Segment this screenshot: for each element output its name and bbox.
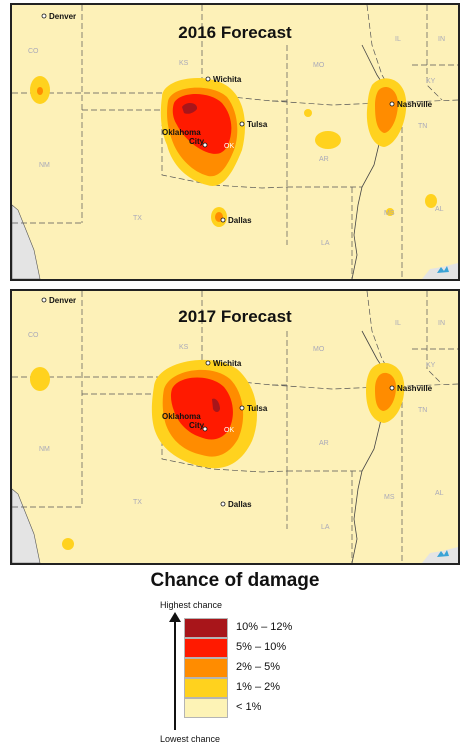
forecast-map-2017: CO KS MO IL IN KY TN NM TX AR LA MS AL O… bbox=[10, 289, 460, 565]
state-label-la: LA bbox=[321, 240, 330, 247]
state-label-mo: MO bbox=[313, 62, 325, 69]
legend-label: < 1% bbox=[236, 701, 262, 713]
state-label-ms: MS bbox=[384, 494, 395, 501]
state-label-il: IL bbox=[395, 320, 401, 327]
state-label-ok: OK bbox=[224, 427, 234, 434]
legend-swatch bbox=[184, 638, 228, 658]
city-label-denver: Denver bbox=[49, 296, 76, 305]
state-label-al: AL bbox=[435, 490, 444, 497]
legend-swatch bbox=[184, 658, 228, 678]
hazard-zone-small bbox=[304, 109, 312, 117]
state-label-tn: TN bbox=[418, 407, 427, 414]
water-feature bbox=[437, 266, 449, 273]
legend-axis-bottom-label: Lowest chance bbox=[160, 734, 221, 744]
city-label-oklahoma: Oklahoma bbox=[162, 412, 201, 421]
legend-label: 2% – 5% bbox=[236, 661, 281, 673]
city-label-dallas: Dallas bbox=[228, 500, 252, 509]
city-label-oklahoma: Oklahoma bbox=[162, 128, 201, 137]
state-label-nm: NM bbox=[39, 446, 50, 453]
city-label-tulsa: Tulsa bbox=[247, 120, 268, 129]
state-label-tx: TX bbox=[133, 499, 142, 506]
map-title-2017: 2017 Forecast bbox=[178, 307, 292, 326]
legend-axis-top-label: Highest chance bbox=[160, 600, 223, 610]
legend-label: 5% – 10% bbox=[236, 641, 287, 653]
state-label-tn: TN bbox=[418, 123, 427, 130]
city-markers bbox=[41, 13, 395, 223]
state-label-in: IN bbox=[438, 320, 445, 327]
state-label-ks: KS bbox=[179, 60, 189, 67]
city-label-denver: Denver bbox=[49, 12, 76, 21]
state-label-tx: TX bbox=[133, 215, 142, 222]
city-label-nashville: Nashville bbox=[397, 100, 433, 109]
ocean-area bbox=[12, 204, 41, 279]
legend-heading: Chance of damage bbox=[150, 570, 320, 591]
state-label-il: IL bbox=[395, 36, 401, 43]
state-label-mo: MO bbox=[313, 346, 325, 353]
hazard-zone-alabama bbox=[425, 194, 437, 208]
state-label-ky: KY bbox=[426, 78, 436, 85]
legend-swatch bbox=[184, 678, 228, 698]
arrow-up-icon bbox=[169, 612, 181, 622]
state-label-ms: MS bbox=[384, 210, 395, 217]
legend-swatch bbox=[184, 698, 228, 718]
legend-label: 1% – 2% bbox=[236, 681, 281, 693]
hazard-zone-new-madrid bbox=[366, 78, 407, 147]
hazard-zone-dallas bbox=[211, 207, 227, 227]
state-label-co: CO bbox=[28, 48, 39, 55]
city-label-city: City bbox=[189, 421, 205, 430]
state-label-al: AL bbox=[435, 206, 444, 213]
water-feature bbox=[437, 550, 449, 557]
hazard-zone-southwest bbox=[62, 538, 74, 550]
hazard-zone-arkansas bbox=[315, 131, 341, 149]
map-canvas-2017: CO KS MO IL IN KY TN NM TX AR LA MS AL O… bbox=[12, 291, 458, 563]
map-title-2016: 2016 Forecast bbox=[178, 23, 292, 42]
state-label-ok: OK bbox=[224, 143, 234, 150]
city-label-wichita: Wichita bbox=[213, 359, 242, 368]
ocean-area bbox=[12, 488, 41, 563]
state-borders bbox=[12, 5, 458, 279]
legend-swatch bbox=[184, 618, 228, 638]
hazard-zone-colorado bbox=[30, 76, 50, 104]
hazard-zone-colorado bbox=[30, 367, 50, 391]
state-label-ks: KS bbox=[179, 344, 189, 351]
state-label-in: IN bbox=[438, 36, 445, 43]
city-label-nashville: Nashville bbox=[397, 384, 433, 393]
map-canvas-2016: CO KS MO IL IN KY TN NM TX AR LA MS AL O… bbox=[12, 5, 458, 279]
state-label-ky: KY bbox=[426, 362, 436, 369]
forecast-map-2016: CO KS MO IL IN KY TN NM TX AR LA MS AL O… bbox=[10, 3, 460, 281]
city-label-wichita: Wichita bbox=[213, 75, 242, 84]
state-label-la: LA bbox=[321, 524, 330, 531]
state-label-nm: NM bbox=[39, 162, 50, 169]
state-label-co: CO bbox=[28, 332, 39, 339]
hazard-zone-oklahoma bbox=[151, 359, 257, 469]
hazard-zone-oklahoma bbox=[160, 78, 245, 186]
city-markers bbox=[41, 297, 395, 507]
hazard-zone-new-madrid bbox=[366, 362, 405, 423]
legend-label: 10% – 12% bbox=[236, 621, 293, 633]
city-label-city: City bbox=[189, 137, 205, 146]
city-label-dallas: Dallas bbox=[228, 216, 252, 225]
hazard-zone-mississippi bbox=[386, 208, 394, 216]
legend-arrow-shaft bbox=[174, 620, 176, 730]
city-label-tulsa: Tulsa bbox=[247, 404, 268, 413]
state-label-ar: AR bbox=[319, 156, 329, 163]
state-label-ar: AR bbox=[319, 440, 329, 447]
